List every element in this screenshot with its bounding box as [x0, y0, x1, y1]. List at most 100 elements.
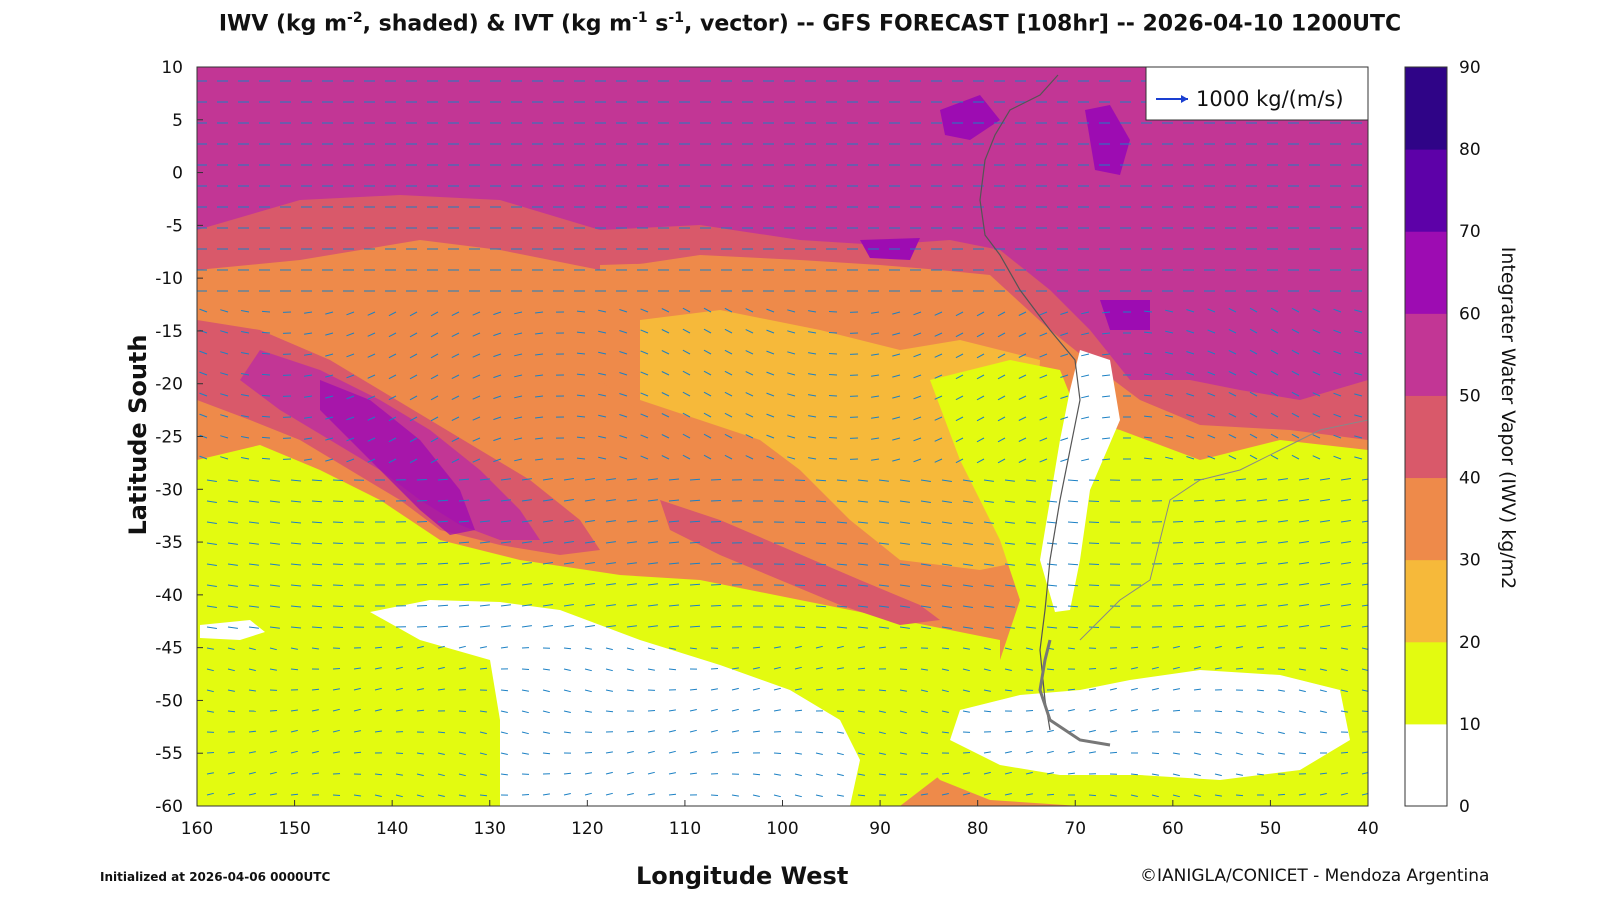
ivt-vector: [1207, 371, 1216, 376]
ivt-vector: [1109, 708, 1117, 712]
ivt-vector: [815, 605, 827, 608]
ivt-vector: [766, 350, 775, 355]
ivt-vector: [576, 436, 586, 439]
ivt-vector: [206, 792, 214, 796]
ivt-vector: [619, 393, 628, 397]
ivt-vector: [766, 392, 775, 397]
ivt-vector: [1172, 479, 1184, 481]
ivt-vector: [367, 353, 376, 358]
ivt-vector: [563, 668, 571, 671]
ivt-vector: [430, 458, 439, 464]
ivt-vector: [1067, 772, 1075, 775]
ivt-vector: [1256, 752, 1264, 755]
ivt-vector: [472, 353, 481, 358]
ivt-vector: [332, 584, 344, 586]
ivt-vector: [605, 647, 613, 651]
ivt-vector: [542, 541, 553, 544]
ivt-vector: [1319, 731, 1327, 734]
ivt-vector: [542, 583, 553, 586]
ivt-vector: [1340, 562, 1351, 565]
ivt-vector: [828, 458, 838, 460]
ivt-vector: [1249, 328, 1258, 334]
ivt-vector: [542, 625, 553, 628]
ivt-vector: [1025, 750, 1033, 754]
ivt-vector: [206, 563, 217, 566]
ivt-vector: [1186, 309, 1195, 313]
ivt-vector: [1340, 668, 1348, 672]
ivt-vector: [724, 412, 733, 418]
ivt-vector: [1298, 583, 1309, 586]
ivt-vector: [304, 374, 313, 377]
ivt-vector: [1039, 458, 1048, 463]
colorbar-tick-label: 0: [1459, 797, 1470, 817]
ivt-vector: [815, 688, 823, 691]
ivt-vector: [472, 416, 481, 421]
ivt-vector: [563, 583, 574, 586]
ivt-vector: [374, 708, 382, 712]
ivt-vector: [1081, 416, 1090, 420]
ivt-vector: [913, 311, 922, 316]
ivt-vector: [1004, 668, 1012, 671]
ivt-vector: [1172, 752, 1180, 755]
ivt-vector: [248, 584, 259, 587]
ivt-vector: [1060, 437, 1069, 441]
ivt-vector: [290, 521, 302, 524]
x-tick-label: 60: [1162, 819, 1184, 839]
ivt-vector: [500, 731, 508, 735]
ivt-vector: [304, 353, 313, 356]
ivt-vector: [311, 772, 319, 775]
ivt-vector: [227, 500, 238, 503]
ivt-vector: [1361, 625, 1368, 628]
ivt-vector: [1333, 329, 1342, 334]
ivt-vector: [920, 584, 931, 587]
ivt-vector: [1333, 434, 1342, 439]
ivt-vector: [1256, 773, 1264, 776]
ivt-vector: [878, 689, 887, 692]
ivt-vector: [1361, 541, 1368, 544]
ivt-vector: [1298, 541, 1309, 544]
ivt-vector: [766, 413, 775, 418]
ivt-vector: [241, 394, 250, 397]
ivt-vector: [1025, 647, 1033, 651]
ivt-vector: [241, 436, 250, 439]
ivt-vector: [682, 391, 691, 397]
y-tick-label: -35: [155, 533, 183, 553]
ivt-vector: [353, 708, 361, 712]
ivt-vector: [997, 458, 1006, 464]
ivt-vector: [521, 583, 532, 586]
ivt-vector: [479, 478, 490, 481]
ivt-vector: [1046, 479, 1058, 482]
ivt-vector: [1214, 773, 1222, 777]
ivt-vector: [745, 392, 754, 397]
ivt-vector: [206, 626, 217, 629]
ivt-vector: [773, 687, 781, 691]
ivt-vector: [647, 478, 658, 481]
ivt-vector: [542, 752, 551, 755]
ivt-vector: [1102, 458, 1111, 461]
ivt-vector: [479, 731, 487, 735]
ivt-vector: [311, 626, 323, 629]
ivt-vector: [1354, 372, 1363, 376]
ivt-vector: [710, 521, 722, 523]
ivt-vector: [1165, 372, 1174, 376]
ivt-vector: [500, 625, 511, 628]
ivt-vector: [451, 416, 460, 422]
ivt-vector: [647, 520, 658, 523]
ivt-vector: [325, 458, 334, 462]
ivt-vector: [1067, 521, 1079, 524]
ivt-vector: [1333, 392, 1342, 397]
ivt-vector: [703, 370, 712, 376]
ivt-vector: [731, 751, 740, 754]
colorbar-segment: [1405, 67, 1447, 150]
ivt-vector: [794, 626, 806, 628]
ivt-vector: [576, 394, 586, 397]
ivt-vector: [1249, 454, 1258, 460]
ivt-vector: [1361, 604, 1368, 607]
ivt-vector: [206, 605, 217, 608]
ivt-vector: [416, 666, 424, 670]
ivt-vector: [815, 794, 823, 797]
ivt-vector: [1319, 499, 1330, 502]
ivt-vector: [451, 458, 460, 464]
ivt-vector: [731, 730, 739, 733]
ivt-vector: [941, 689, 949, 693]
